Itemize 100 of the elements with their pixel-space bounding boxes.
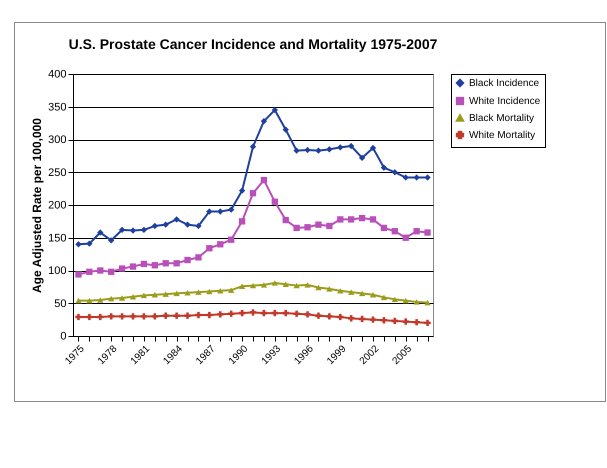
legend-label: White Mortality	[469, 130, 536, 141]
point	[392, 169, 398, 176]
point	[238, 218, 246, 225]
point	[424, 320, 431, 326]
point	[424, 300, 431, 306]
point	[304, 282, 311, 288]
point	[195, 289, 202, 295]
point	[380, 224, 388, 232]
point	[260, 310, 268, 316]
point	[392, 228, 398, 234]
point	[140, 260, 148, 268]
point	[217, 288, 224, 294]
point	[370, 216, 376, 223]
y-tick-label: 300	[48, 134, 66, 146]
point	[238, 310, 246, 316]
point	[293, 224, 300, 232]
point	[282, 216, 289, 224]
point	[337, 288, 344, 294]
y-axis-title: Age Adjusted Rate per 100,000	[30, 118, 44, 293]
point	[370, 292, 376, 298]
point	[195, 222, 202, 230]
point	[86, 298, 93, 304]
point	[108, 296, 114, 302]
point	[337, 314, 344, 320]
point	[173, 312, 180, 319]
point	[250, 144, 256, 150]
y-tick-label: 0	[60, 330, 66, 342]
point	[358, 316, 366, 322]
point	[130, 313, 136, 320]
point	[260, 118, 268, 124]
point	[326, 222, 333, 230]
point	[380, 294, 388, 300]
point	[97, 297, 104, 303]
point	[304, 311, 311, 318]
point	[293, 282, 300, 288]
point	[184, 290, 191, 296]
point	[108, 268, 114, 275]
point	[402, 298, 409, 304]
point	[184, 221, 191, 228]
point	[358, 214, 366, 222]
point	[402, 174, 409, 181]
point	[315, 147, 322, 154]
point	[282, 126, 289, 133]
point	[413, 319, 420, 326]
point	[370, 316, 376, 323]
point	[238, 187, 246, 194]
point	[358, 154, 366, 161]
point	[380, 317, 388, 324]
point	[228, 310, 234, 317]
point	[130, 294, 136, 300]
point	[118, 226, 126, 234]
point	[260, 282, 268, 288]
point	[75, 271, 82, 278]
point	[337, 216, 344, 223]
point	[173, 216, 180, 223]
y-tick-label: 200	[48, 200, 66, 212]
y-tick-label: 250	[48, 166, 66, 179]
point	[86, 314, 93, 320]
legend-label: Black Incidence	[469, 78, 540, 89]
point	[392, 318, 398, 324]
point	[162, 291, 169, 297]
y-tick-label: 150	[48, 232, 66, 244]
point	[348, 142, 354, 150]
point	[173, 290, 180, 296]
point	[206, 288, 213, 294]
point	[108, 313, 114, 320]
point	[130, 227, 136, 234]
point	[250, 190, 256, 196]
point	[162, 221, 169, 228]
point	[304, 146, 311, 154]
point	[184, 312, 191, 319]
point	[326, 313, 333, 320]
point	[315, 284, 322, 290]
point	[152, 222, 158, 230]
point	[250, 309, 256, 316]
point	[75, 241, 82, 248]
point	[152, 292, 158, 298]
point	[152, 313, 158, 320]
point	[140, 313, 148, 320]
point	[217, 311, 224, 318]
point	[86, 240, 93, 247]
y-tick-label: 400	[48, 68, 66, 80]
point	[380, 164, 388, 171]
legend-label: White Incidence	[469, 96, 541, 107]
point	[173, 260, 180, 266]
point	[75, 314, 82, 320]
legend-label: Black Mortality	[469, 113, 534, 124]
point	[293, 310, 300, 317]
y-tick-label: 350	[48, 101, 66, 114]
point	[402, 234, 409, 241]
point	[424, 229, 431, 236]
point	[272, 310, 278, 316]
point	[315, 312, 322, 319]
point	[217, 208, 224, 215]
point	[184, 256, 191, 264]
point	[326, 146, 333, 152]
point	[282, 310, 289, 316]
point	[162, 312, 169, 319]
point	[140, 292, 148, 298]
point	[108, 237, 114, 244]
